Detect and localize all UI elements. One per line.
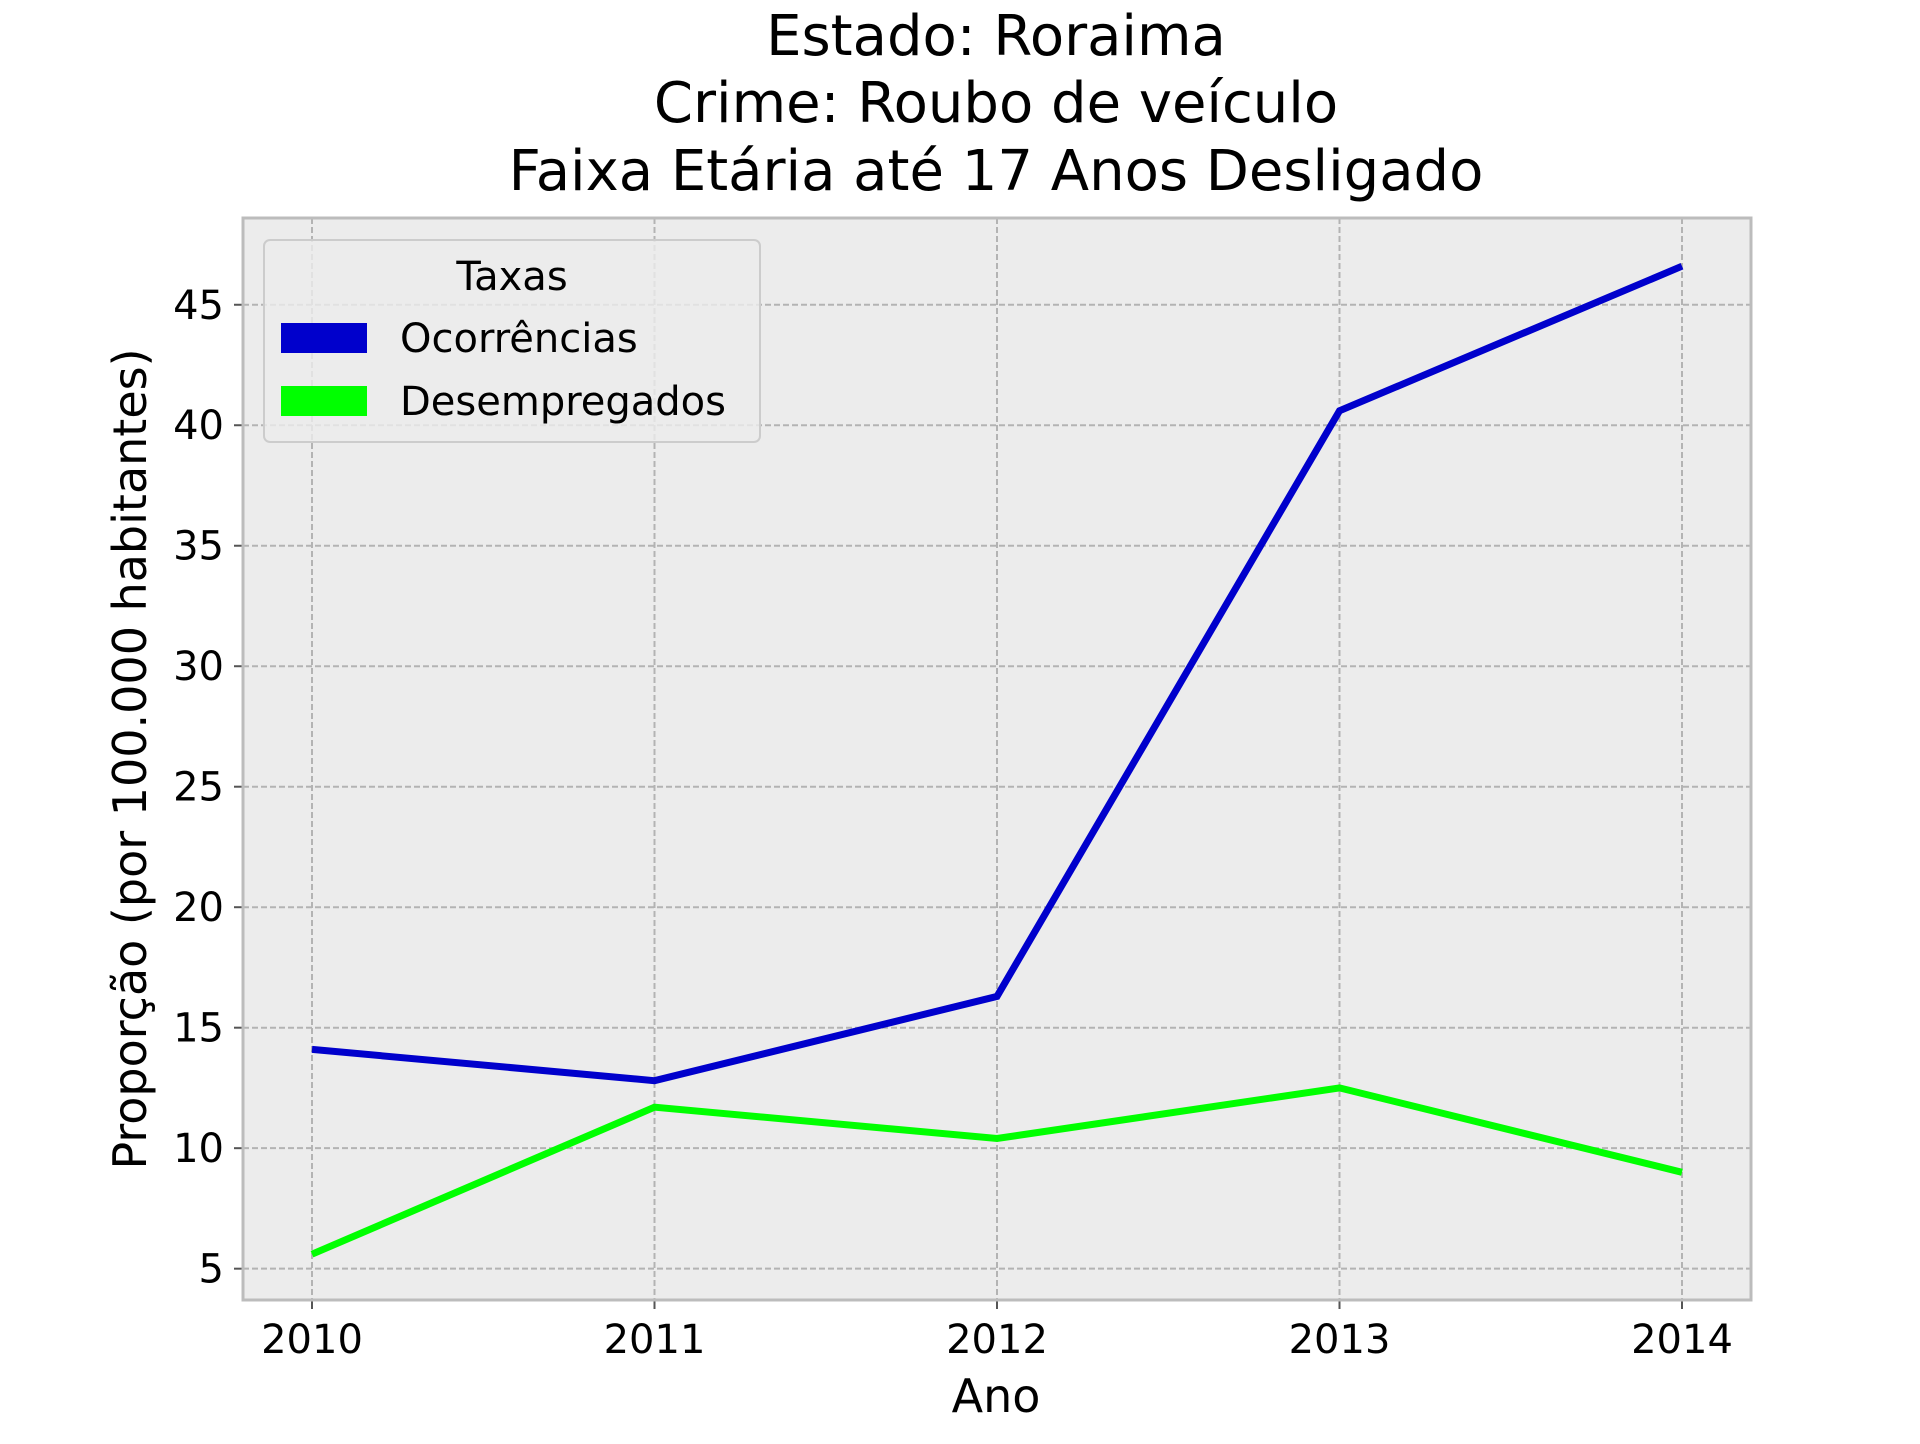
y-tick-label: 45 [173,283,224,329]
chart-title-line-3: Faixa Etária até 17 Anos Desligado [509,139,1484,204]
x-tick-label: 2010 [261,1317,363,1363]
x-tick-labels: 2010 2011 2012 2013 2014 [261,1317,1733,1363]
x-axis-label: Ano [952,1369,1041,1423]
legend-box [263,239,761,443]
legend-title: Taxas [455,254,567,300]
x-tick-label: 2013 [1289,1317,1391,1363]
chart-title-line-2: Crime: Roubo de veículo [654,71,1338,136]
x-tick-label: 2012 [946,1317,1048,1363]
legend-swatch-ocorrencias [281,323,367,353]
y-tick-label: 30 [173,644,224,690]
series-line-ocorrencias [311,262,1684,1085]
legend: Taxas Ocorrências Desempregados [263,239,761,443]
legend-swatch-desempregados [281,386,367,416]
y-tick-label: 25 [173,765,224,811]
legend-label-desempregados: Desempregados [400,379,726,425]
series-lines [310,262,1684,1258]
axes-frame [241,216,1753,1302]
legend-label-ocorrencias: Ocorrências [400,316,638,362]
y-axis-label: Proporção (por 100.000 habitantes) [103,348,157,1169]
grid-lines [243,218,1751,1300]
y-tick-label: 10 [173,1126,224,1172]
x-tick-label: 2014 [1631,1317,1733,1363]
y-tick-label: 5 [199,1247,224,1293]
y-tick-label: 20 [173,885,224,931]
y-tick-label: 15 [173,1006,224,1052]
x-tick-label: 2011 [604,1317,706,1363]
chart-title: Estado: Roraima Crime: Roubo de veículo … [509,4,1484,204]
chart-title-line-1: Estado: Roraima [766,4,1226,69]
series-line-desempregados [310,1084,1683,1258]
y-tick-labels: 5 10 15 20 25 30 35 40 45 [173,283,224,1293]
y-tick-label: 35 [173,524,224,570]
y-tick-label: 40 [173,403,224,449]
